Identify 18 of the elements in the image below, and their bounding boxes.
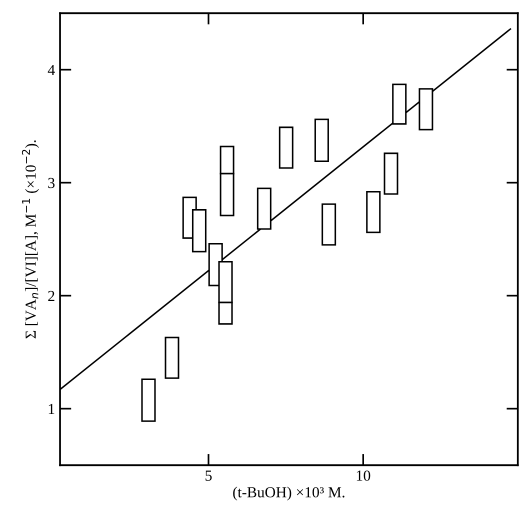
bar <box>164 336 180 379</box>
bar <box>418 88 434 130</box>
bar <box>278 126 294 169</box>
bar <box>314 118 329 162</box>
x-tick-label: 5 <box>206 470 212 481</box>
bar <box>392 84 407 125</box>
y-tick-label: 2 <box>48 290 54 301</box>
y-tick-label: 3 <box>48 178 55 188</box>
bar <box>384 152 398 195</box>
y-tick-label: 4 <box>48 64 55 75</box>
bar <box>322 203 336 246</box>
x-axis-title: (t-BuOH) ×10³ M. <box>233 486 344 501</box>
bar <box>366 190 381 234</box>
x-tick-label: 10 <box>356 470 370 481</box>
bar <box>256 188 272 230</box>
y-axis-title: Σ [VA$_{n}$]/[VI][A], M$^{−1}$ (×10$^{−2}$). <box>22 140 39 338</box>
y-tick-label: 1 <box>48 404 54 414</box>
bar <box>141 378 156 422</box>
